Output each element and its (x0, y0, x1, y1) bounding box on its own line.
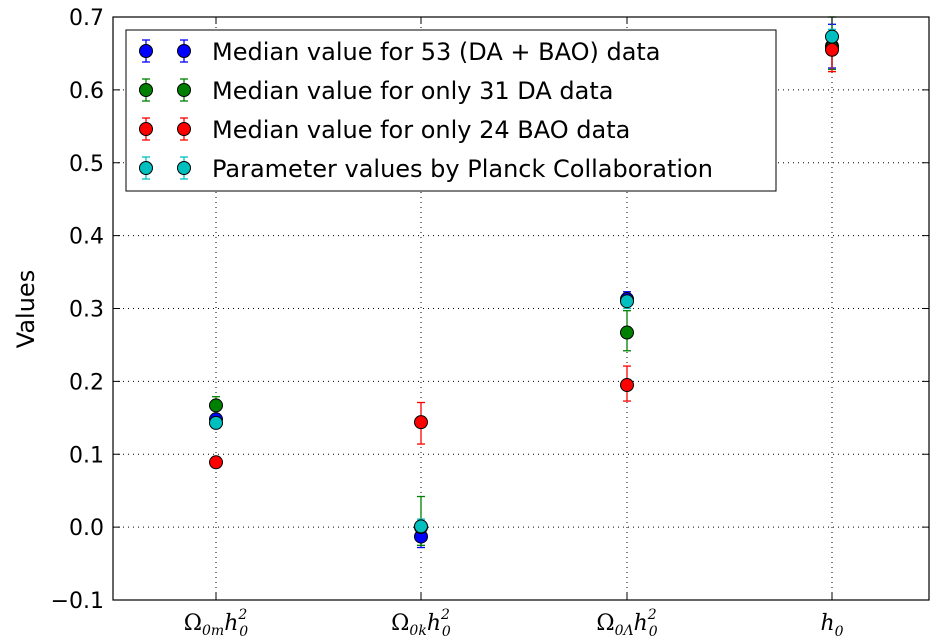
legend-marker (177, 161, 191, 175)
y-tick-label: 0.2 (69, 370, 104, 395)
y-tick-label: 0.3 (69, 298, 104, 323)
data-point (209, 415, 223, 430)
x-tick-label-omega_k: Ω0kh2 0 (391, 607, 451, 638)
x-label-variable: h (224, 611, 238, 636)
x-label-variable: h (427, 611, 441, 636)
x-label-variable: h (820, 611, 834, 636)
x-label-superscript: 2 (237, 607, 247, 623)
y-tick-label: −0.1 (51, 589, 104, 614)
y-tick-label: 0.0 (69, 516, 104, 541)
x-label-superscript: 2 (440, 607, 450, 623)
x-label-subscript: 0m (202, 623, 224, 638)
x-label-superscript: 2 (647, 607, 657, 623)
data-point (209, 398, 223, 413)
y-tick-label: 0.4 (69, 225, 104, 250)
x-ticks: Ω0mh2 0 Ω0kh2 0 Ω0Λh2 0 h0 (184, 17, 844, 638)
y-tick-label: 0.1 (69, 443, 104, 468)
legend-label: Median value for 53 (DA + BAO) data (212, 38, 661, 66)
x-label-subscript: 0 (649, 624, 658, 638)
x-label-subscript: 0 (442, 624, 451, 638)
y-ticks: −0.1 0.0 0.1 0.2 0.3 0.4 0.5 0.6 0.7 (51, 6, 929, 614)
legend-label: Median value for only 31 DA data (212, 77, 613, 105)
x-label-subscript: 0 (239, 624, 248, 638)
data-point (825, 42, 839, 57)
legend-marker (139, 44, 153, 58)
legend-marker (177, 44, 191, 58)
legend-marker (177, 122, 191, 136)
data-point (620, 325, 634, 340)
legend-box (125, 29, 777, 192)
y-tick-label: 0.7 (69, 6, 104, 31)
x-label-subscript: 0 (835, 624, 844, 638)
x-label-symbol: Ω (391, 611, 409, 636)
data-point (620, 294, 634, 309)
x-tick-label-h0: h0 (820, 611, 843, 638)
y-tick-label: 0.5 (69, 152, 104, 177)
legend-marker (139, 161, 153, 175)
x-label-symbol: Ω (596, 611, 614, 636)
data-points (209, 29, 839, 544)
data-point (825, 29, 839, 44)
legend-marker (139, 122, 153, 136)
x-label-subscript: 0k (409, 623, 426, 638)
x-label-subscript: 0Λ (615, 623, 634, 638)
y-axis-label: Values (12, 270, 40, 348)
data-point (620, 378, 634, 393)
y-tick-label: 0.6 (69, 79, 104, 104)
plot-frame (112, 16, 930, 601)
data-point (414, 415, 428, 430)
legend: Median value for 53 (DA + BAO) data Media… (125, 29, 777, 192)
data-point (209, 455, 223, 470)
legend-marker (139, 83, 153, 97)
x-tick-label-omega_l: Ω0Λh2 0 (596, 607, 657, 638)
legend-label: Parameter values by Planck Collaboration (212, 155, 713, 183)
x-label-variable: h (634, 611, 648, 636)
data-point (414, 519, 428, 534)
x-label-symbol: Ω (184, 611, 202, 636)
legend-label: Median value for only 24 BAO data (212, 116, 630, 144)
x-tick-label-omega_m: Ω0mh2 0 (184, 607, 249, 638)
legend-marker (177, 83, 191, 97)
